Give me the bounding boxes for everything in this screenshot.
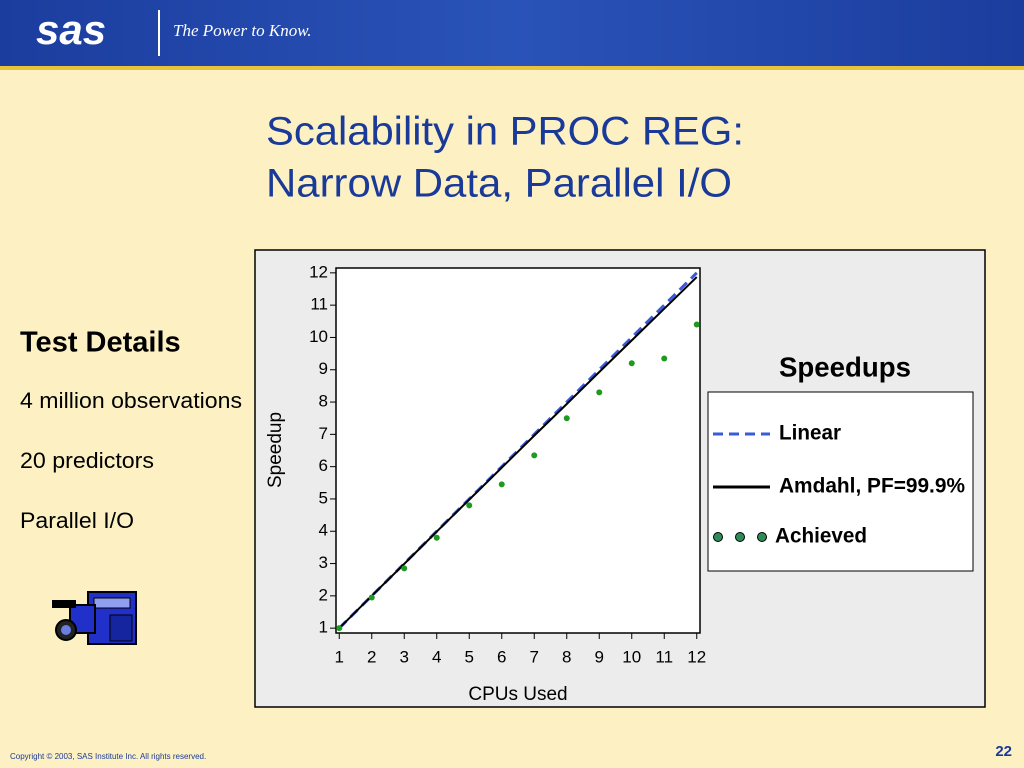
legend-title: Speedups: [779, 351, 911, 382]
x-tick-label: 12: [687, 647, 706, 666]
data-point: [433, 534, 440, 541]
data-point: [661, 355, 668, 362]
y-tick-label: 3: [319, 553, 328, 572]
y-tick-label: 9: [319, 359, 328, 378]
details-item: 20 predictors: [20, 448, 154, 473]
x-tick-label: 10: [622, 647, 641, 666]
x-tick-label: 2: [367, 647, 376, 666]
y-tick-label: 5: [319, 488, 328, 507]
x-tick-label: 11: [655, 647, 673, 666]
data-point: [401, 565, 408, 572]
x-tick-label: 7: [530, 647, 539, 666]
tagline: The Power to Know.: [173, 21, 312, 40]
details-item: 4 million observations: [20, 388, 242, 413]
data-point: [368, 594, 375, 601]
x-tick-label: 4: [432, 647, 441, 666]
data-point: [596, 389, 603, 396]
y-tick-label: 10: [309, 327, 328, 346]
x-tick-label: 5: [465, 647, 474, 666]
legend-label: Linear: [779, 422, 841, 445]
data-point: [466, 502, 473, 509]
y-tick-label: 4: [319, 521, 328, 540]
x-tick-label: 9: [595, 647, 604, 666]
y-tick-label: 2: [319, 585, 328, 604]
copyright: Copyright © 2003, SAS Institute Inc. All…: [10, 752, 206, 761]
y-tick-label: 1: [319, 618, 328, 637]
header-rule: [0, 66, 1024, 70]
logo: sas: [36, 6, 106, 53]
legend-marker: [757, 532, 767, 542]
page-number: 22: [995, 743, 1012, 760]
y-axis-label: Speedup: [265, 412, 286, 488]
header-bar: [0, 0, 1024, 66]
y-tick-label: 6: [319, 456, 328, 475]
slide-title: Narrow Data, Parallel I/O: [266, 162, 732, 206]
x-tick-label: 6: [497, 647, 506, 666]
legend-label: Achieved: [775, 525, 867, 548]
data-point: [563, 415, 570, 422]
y-tick-label: 11: [310, 295, 328, 314]
details-heading: Test Details: [20, 327, 181, 359]
camera-icon: [52, 591, 137, 645]
legend: [707, 391, 974, 572]
logo-divider: [158, 10, 160, 56]
data-point: [693, 321, 700, 328]
y-tick-label: 12: [309, 262, 328, 281]
y-tick-label: 8: [319, 392, 328, 411]
data-point: [336, 625, 343, 632]
x-tick-label: 8: [562, 647, 571, 666]
legend-marker: [735, 532, 745, 542]
x-tick-label: 3: [400, 647, 409, 666]
x-tick-label: 1: [335, 647, 344, 666]
details-item: Parallel I/O: [20, 508, 134, 533]
data-point: [628, 360, 635, 367]
data-point: [498, 481, 505, 488]
x-axis-label: CPUs Used: [468, 684, 567, 705]
y-tick-label: 7: [319, 424, 328, 443]
series-line: [338, 276, 698, 629]
legend-marker: [713, 532, 723, 542]
slide-title: Scalability in PROC REG:: [266, 110, 744, 154]
legend-label: Amdahl, PF=99.9%: [779, 475, 965, 498]
data-point: [531, 452, 538, 459]
